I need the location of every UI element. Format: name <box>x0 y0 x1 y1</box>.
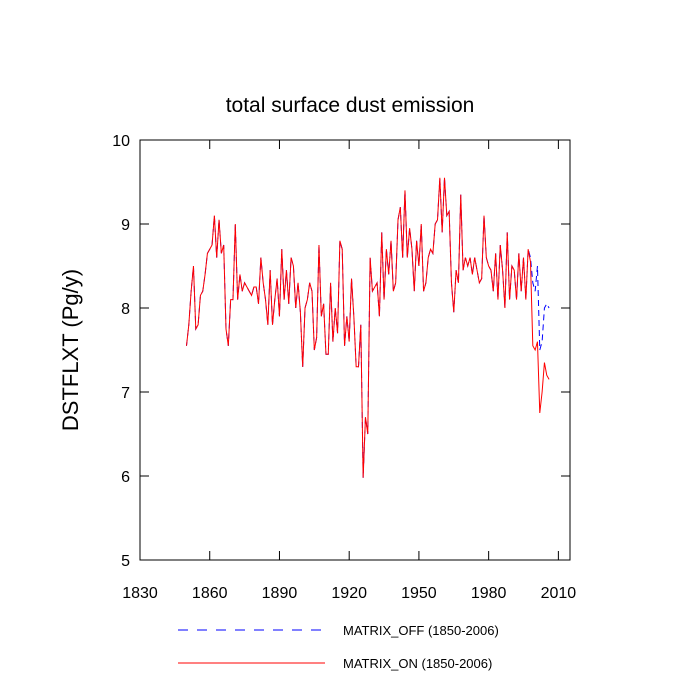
legend-label: MATRIX_ON (1850-2006) <box>343 656 492 671</box>
x-tick-label: 1890 <box>262 585 298 602</box>
y-tick-label: 6 <box>121 469 130 486</box>
x-tick-label: 1950 <box>401 585 437 602</box>
chart-title: total surface dust emission <box>226 94 475 117</box>
y-tick-label: 5 <box>121 553 130 570</box>
x-tick-label: 1980 <box>471 585 507 602</box>
x-tick-label: 2010 <box>541 585 577 602</box>
plot-frame <box>139 139 571 561</box>
x-tick-label: 1920 <box>331 585 367 602</box>
y-tick-label: 9 <box>121 217 130 234</box>
y-tick-label: 8 <box>121 301 130 318</box>
y-tick-label: 10 <box>112 133 130 150</box>
x-tick-label: 1830 <box>122 585 158 602</box>
legend-label: MATRIX_OFF (1850-2006) <box>343 623 499 638</box>
y-tick-label: 7 <box>121 385 130 402</box>
y-axis-label: DSTFLXT (Pg/y) <box>58 269 83 431</box>
x-tick-label: 1860 <box>192 585 228 602</box>
data-line <box>185 177 550 478</box>
